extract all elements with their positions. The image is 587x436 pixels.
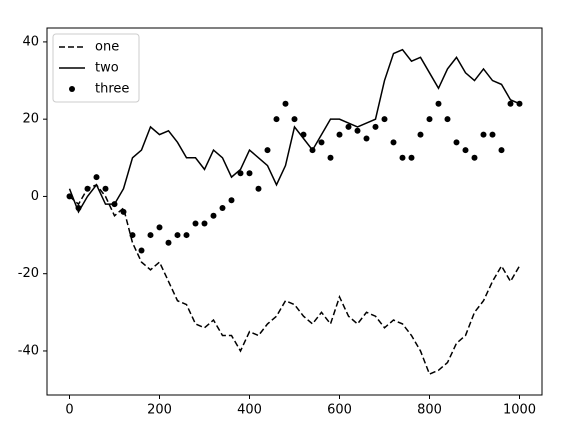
legend-box — [52, 33, 140, 103]
y-tick-label: 40 — [22, 34, 39, 49]
data-point — [264, 147, 271, 154]
data-point — [201, 220, 208, 227]
legend-label: two — [95, 61, 119, 76]
data-point — [219, 205, 226, 212]
data-point — [318, 139, 325, 146]
data-point — [417, 131, 424, 138]
data-point — [390, 139, 397, 146]
data-point — [363, 135, 370, 142]
data-point — [147, 232, 154, 239]
data-point — [246, 170, 253, 177]
data-point — [156, 224, 163, 231]
x-tick-label: 1000 — [503, 403, 536, 418]
data-point — [507, 100, 514, 107]
data-point — [93, 174, 100, 181]
y-tick-label: -20 — [18, 266, 39, 281]
y-tick-label: -40 — [18, 343, 39, 358]
data-point — [381, 116, 388, 123]
data-point — [489, 131, 496, 138]
data-point — [309, 147, 316, 154]
x-tick-label: 200 — [147, 403, 172, 418]
data-point — [75, 205, 82, 212]
data-point — [291, 116, 298, 123]
data-point — [327, 154, 334, 161]
data-point — [408, 154, 415, 161]
series-line — [68, 48, 520, 214]
data-point — [354, 127, 361, 134]
data-point — [111, 201, 118, 208]
data-point — [255, 185, 262, 192]
data-point — [300, 131, 307, 138]
data-point — [228, 197, 235, 204]
data-point — [426, 116, 433, 123]
x-tick-label: 600 — [327, 403, 352, 418]
plot-frame — [46, 27, 543, 396]
data-point — [129, 232, 136, 239]
data-point — [462, 147, 469, 154]
data-point — [102, 185, 109, 192]
legend-marker — [69, 86, 75, 92]
x-tick-label: 400 — [237, 403, 262, 418]
legend-label: one — [95, 40, 119, 55]
y-tick-label: 20 — [22, 112, 39, 127]
data-point — [165, 239, 172, 246]
data-point — [435, 100, 442, 107]
data-point — [372, 123, 379, 130]
data-point — [399, 154, 406, 161]
data-point — [237, 170, 244, 177]
data-point — [336, 131, 343, 138]
series-line — [69, 183, 521, 376]
data-point — [453, 139, 460, 146]
data-point — [120, 208, 127, 215]
y-tick-label: 0 — [31, 189, 39, 204]
data-point — [498, 147, 505, 154]
x-tick-label: 0 — [65, 403, 73, 418]
data-point — [192, 220, 199, 227]
data-point — [444, 116, 451, 123]
data-point — [210, 212, 217, 219]
data-point — [174, 232, 181, 239]
data-point — [516, 100, 523, 107]
data-point — [84, 185, 91, 192]
data-point — [282, 100, 289, 107]
data-point — [480, 131, 487, 138]
data-point — [183, 232, 190, 239]
x-tick-label: 800 — [417, 403, 442, 418]
data-point — [471, 154, 478, 161]
data-point — [138, 247, 145, 254]
data-point — [66, 193, 73, 200]
data-point — [345, 123, 352, 130]
data-point — [273, 116, 280, 123]
legend-label: three — [95, 82, 129, 97]
